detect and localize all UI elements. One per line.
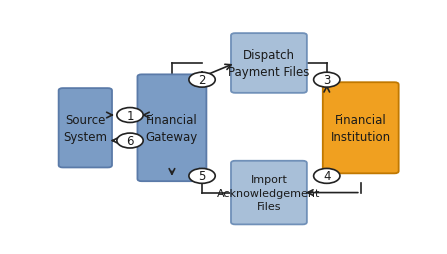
Text: 6: 6 <box>126 135 134 148</box>
FancyBboxPatch shape <box>231 161 307 225</box>
Circle shape <box>117 108 143 123</box>
FancyBboxPatch shape <box>59 89 112 168</box>
Text: 3: 3 <box>323 74 330 87</box>
Text: 4: 4 <box>323 170 330 183</box>
Text: Import
Acknowledgement
Files: Import Acknowledgement Files <box>217 175 320 211</box>
Text: 2: 2 <box>198 74 206 87</box>
Circle shape <box>117 134 143 148</box>
Text: Dispatch
Payment Files: Dispatch Payment Files <box>228 49 310 79</box>
Text: 1: 1 <box>126 109 134 122</box>
Text: Financial
Gateway: Financial Gateway <box>146 113 198 143</box>
Text: Source
System: Source System <box>63 113 107 143</box>
Circle shape <box>189 169 215 184</box>
Circle shape <box>189 73 215 88</box>
Text: 5: 5 <box>198 170 206 183</box>
FancyBboxPatch shape <box>323 83 399 174</box>
FancyBboxPatch shape <box>138 75 207 181</box>
FancyBboxPatch shape <box>231 34 307 93</box>
Text: Financial
Institution: Financial Institution <box>331 113 391 143</box>
Circle shape <box>314 73 340 88</box>
Circle shape <box>314 169 340 184</box>
